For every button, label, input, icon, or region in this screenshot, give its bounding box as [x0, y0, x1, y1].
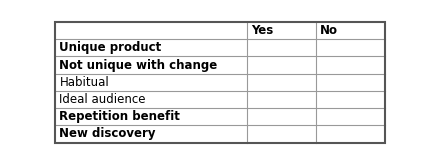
Bar	[316, 125, 385, 143]
Text: New discovery: New discovery	[59, 127, 156, 141]
Text: Yes: Yes	[251, 24, 273, 37]
Bar	[247, 57, 316, 74]
Text: Not unique with change: Not unique with change	[59, 59, 218, 72]
Bar	[247, 91, 316, 108]
Bar	[55, 39, 247, 57]
Text: Habitual: Habitual	[59, 76, 109, 89]
Bar	[316, 39, 385, 57]
Bar	[55, 57, 247, 74]
Bar	[55, 74, 247, 91]
Bar	[316, 22, 385, 39]
Bar	[55, 108, 247, 125]
Bar	[316, 108, 385, 125]
Bar	[55, 91, 247, 108]
Bar	[247, 108, 316, 125]
Bar	[247, 22, 316, 39]
Bar	[316, 57, 385, 74]
Bar	[247, 74, 316, 91]
Text: Ideal audience: Ideal audience	[59, 93, 146, 106]
Text: Repetition benefit: Repetition benefit	[59, 110, 180, 123]
Bar	[316, 91, 385, 108]
Bar	[55, 125, 247, 143]
Bar	[247, 39, 316, 57]
Text: No: No	[320, 24, 338, 37]
Bar	[55, 22, 247, 39]
Bar	[316, 74, 385, 91]
Text: Unique product: Unique product	[59, 41, 162, 54]
Bar	[247, 125, 316, 143]
